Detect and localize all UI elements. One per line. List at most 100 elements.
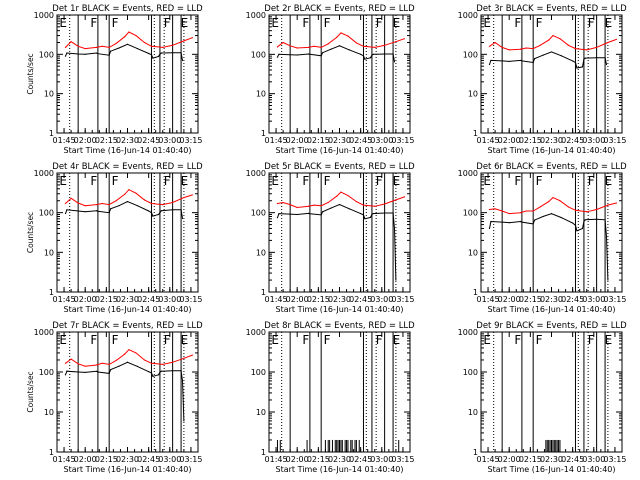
x-tick-label: 02:00 xyxy=(286,295,309,304)
y-tick-label: 1000 xyxy=(246,169,266,178)
data-point-lld xyxy=(307,46,310,49)
data-point-lld xyxy=(70,197,72,199)
x-tick-label: 02:00 xyxy=(286,136,309,145)
data-point-lld xyxy=(355,201,358,203)
data-point-lld xyxy=(143,199,146,201)
x-tick-label: 02:15 xyxy=(95,295,118,304)
data-point-lld xyxy=(183,196,185,199)
y-tick-label: 100 xyxy=(251,50,266,59)
data-point-events xyxy=(307,212,310,214)
data-point-lld xyxy=(488,208,491,211)
data-point-events xyxy=(384,212,386,214)
region-label: F xyxy=(536,16,543,30)
data-point-lld xyxy=(347,35,349,37)
data-point-lld xyxy=(108,203,110,206)
x-tick-label: 03:00 xyxy=(582,136,605,145)
data-point-events xyxy=(360,53,362,55)
data-point-lld xyxy=(362,204,365,206)
region-label: F xyxy=(588,16,595,30)
x-tick-label: 02:00 xyxy=(498,455,521,464)
data-point-lld xyxy=(532,47,534,50)
data-point-lld xyxy=(494,208,496,210)
y-tick-label: 1 xyxy=(261,288,266,297)
region-label: F xyxy=(90,16,97,30)
data-point-lld xyxy=(494,41,496,44)
data-point-events xyxy=(372,212,374,215)
data-point-events xyxy=(172,370,174,372)
data-point-events xyxy=(519,220,522,223)
x-axis-label: Start Time (16-Jun-14 01:40:40) xyxy=(276,465,404,474)
x-tick-label: 02:45 xyxy=(137,295,160,304)
x-tick-label: 03:15 xyxy=(391,136,414,145)
x-tick-label: 03:00 xyxy=(158,295,181,304)
x-axis-label: Start Time (16-Jun-14 01:40:40) xyxy=(64,305,192,314)
data-point-events xyxy=(501,221,503,223)
data-point-events xyxy=(84,371,86,373)
data-point-events xyxy=(560,55,562,57)
data-point-lld xyxy=(143,359,146,361)
data-point-events xyxy=(309,53,311,55)
x-axis-label: Start Time (16-Jun-14 01:40:40) xyxy=(64,465,192,474)
data-point-events xyxy=(172,209,174,211)
x-tick-label: 03:00 xyxy=(370,136,393,145)
y-tick-label: 1000 xyxy=(34,169,54,178)
data-point-lld xyxy=(403,196,405,198)
data-point-events xyxy=(581,66,584,68)
x-tick-label: 01:45 xyxy=(265,455,288,464)
data-point-lld xyxy=(289,45,291,47)
x-tick-label: 02:45 xyxy=(349,295,372,304)
x-tick-label: 02:30 xyxy=(540,136,563,145)
data-point-lld xyxy=(607,204,609,206)
region-label: E xyxy=(605,16,613,30)
y-tick-label: 1000 xyxy=(458,328,478,337)
data-point-lld xyxy=(282,201,284,204)
data-point-events xyxy=(519,59,522,62)
region-label: E xyxy=(181,174,189,188)
data-point-events xyxy=(278,53,280,55)
panel-title: Det 8r BLACK = Events, RED = LLD xyxy=(264,321,415,331)
region-label: E xyxy=(393,333,401,347)
x-axis-label: Start Time (16-Jun-14 01:40:40) xyxy=(488,305,616,314)
x-tick-label: 01:45 xyxy=(53,136,76,145)
y-axis-label: Counts/sec xyxy=(26,212,35,253)
data-point-lld xyxy=(150,45,153,47)
x-tick-label: 03:00 xyxy=(370,455,393,464)
data-point-events xyxy=(95,52,98,54)
x-tick-label: 03:15 xyxy=(603,136,626,145)
data-point-lld xyxy=(488,45,491,47)
panel-title: Det 9r BLACK = Events, RED = LLD xyxy=(476,321,627,331)
region-label: E xyxy=(59,174,67,188)
data-point-events xyxy=(97,371,99,373)
data-point-events xyxy=(183,420,185,422)
x-tick-label: 03:15 xyxy=(603,455,626,464)
data-point-events xyxy=(118,205,120,207)
data-point-lld xyxy=(135,352,137,354)
data-point-events xyxy=(157,374,160,376)
data-point-events xyxy=(160,370,162,372)
data-point-events xyxy=(296,213,298,216)
data-point-lld xyxy=(615,38,617,40)
data-point-events xyxy=(152,215,154,217)
region-label: E xyxy=(271,16,279,30)
data-point-lld xyxy=(347,194,349,197)
region-label: E xyxy=(393,16,401,30)
region-label: E xyxy=(605,174,613,188)
panel-title: Det 4r BLACK = Events, RED = LLD xyxy=(52,162,203,172)
data-point-events xyxy=(159,212,161,214)
data-point-lld xyxy=(296,47,298,49)
data-point-events xyxy=(109,368,112,371)
data-point-lld xyxy=(115,200,117,202)
series-line-lld xyxy=(489,197,617,215)
y-tick-label: 100 xyxy=(463,209,478,218)
data-point-events xyxy=(371,213,373,216)
data-point-events xyxy=(371,54,373,56)
data-point-lld xyxy=(508,49,510,51)
x-axis-label: Start Time (16-Jun-14 01:40:40) xyxy=(276,146,404,155)
data-point-events xyxy=(276,217,279,219)
data-point-events xyxy=(364,218,366,220)
